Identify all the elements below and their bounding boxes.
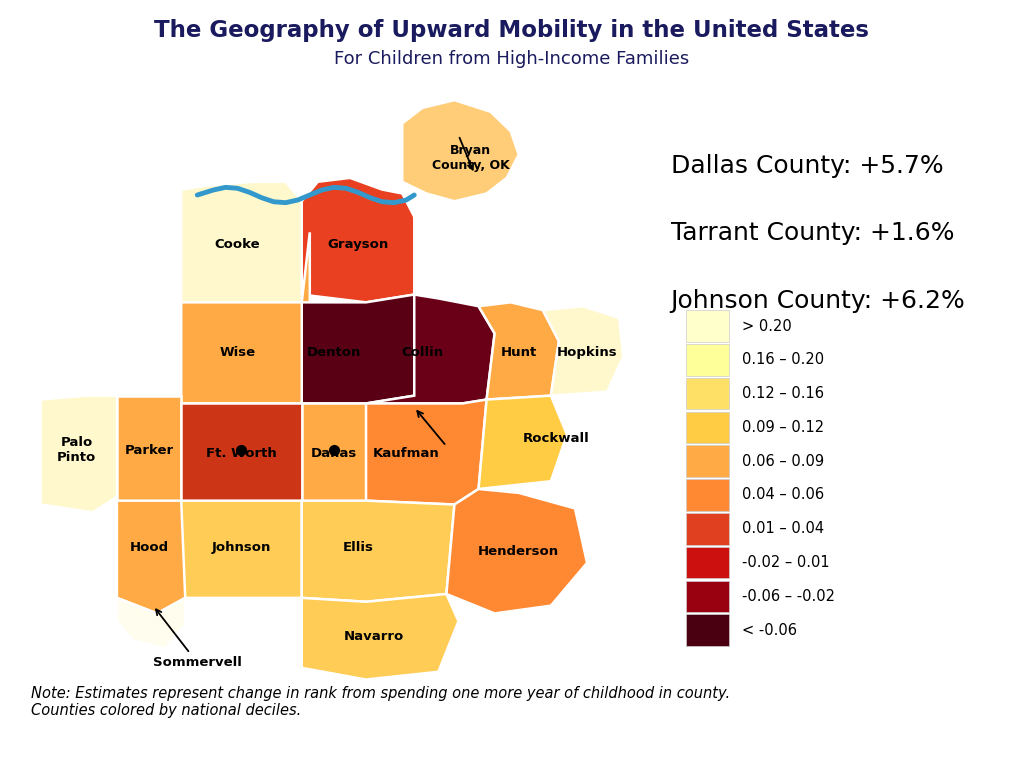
Text: Dallas County: +5.7%: Dallas County: +5.7%	[671, 154, 943, 177]
Polygon shape	[302, 403, 366, 501]
Polygon shape	[446, 489, 587, 614]
Polygon shape	[543, 306, 624, 396]
Text: 0.09 – 0.12: 0.09 – 0.12	[742, 420, 824, 435]
Text: -0.06 – -0.02: -0.06 – -0.02	[742, 589, 836, 604]
Polygon shape	[181, 182, 310, 303]
Text: Sommervell: Sommervell	[153, 610, 242, 669]
Text: Palo
Pinto: Palo Pinto	[57, 436, 96, 464]
Text: Parker: Parker	[125, 444, 174, 457]
Polygon shape	[181, 403, 302, 501]
Text: Kaufman: Kaufman	[373, 448, 439, 461]
Text: Ellis: Ellis	[343, 541, 374, 554]
Text: Grayson: Grayson	[328, 237, 389, 250]
Polygon shape	[402, 100, 519, 201]
Polygon shape	[117, 501, 198, 614]
Text: Johnson: Johnson	[212, 541, 271, 554]
Text: Denton: Denton	[307, 346, 361, 359]
Polygon shape	[302, 501, 455, 602]
Text: For Children from High-Income Families: For Children from High-Income Families	[335, 50, 689, 68]
Text: 0.01 – 0.04: 0.01 – 0.04	[742, 521, 824, 536]
Text: Hood: Hood	[129, 541, 169, 554]
Text: Tarrant County: +1.6%: Tarrant County: +1.6%	[671, 221, 954, 245]
Text: The Geography of Upward Mobility in the United States: The Geography of Upward Mobility in the …	[155, 19, 869, 42]
Text: 0.04 – 0.06: 0.04 – 0.06	[742, 488, 824, 502]
Text: 0.12 – 0.16: 0.12 – 0.16	[742, 386, 824, 401]
Polygon shape	[302, 594, 459, 680]
Polygon shape	[117, 396, 181, 501]
Text: Dallas: Dallas	[310, 448, 357, 461]
Text: Henderson: Henderson	[478, 545, 559, 558]
Text: Hunt: Hunt	[501, 346, 537, 359]
Text: < -0.06: < -0.06	[742, 623, 798, 637]
Polygon shape	[302, 178, 415, 303]
Text: Rockwall: Rockwall	[523, 432, 590, 445]
Text: Navarro: Navarro	[344, 631, 404, 644]
Polygon shape	[366, 295, 495, 403]
Text: 0.16 – 0.20: 0.16 – 0.20	[742, 353, 824, 367]
Text: Wise: Wise	[219, 346, 256, 359]
Text: Johnson County: +6.2%: Johnson County: +6.2%	[671, 289, 966, 313]
Polygon shape	[117, 598, 185, 648]
Text: Ft. Worth: Ft. Worth	[206, 448, 276, 461]
Text: Bryan
County, OK: Bryan County, OK	[432, 144, 509, 173]
Text: -0.02 – 0.01: -0.02 – 0.01	[742, 555, 830, 570]
Polygon shape	[181, 233, 310, 403]
Polygon shape	[41, 396, 117, 512]
Text: Note: Estimates represent change in rank from spending one more year of childhoo: Note: Estimates represent change in rank…	[31, 686, 730, 718]
Polygon shape	[478, 303, 559, 399]
Text: Cooke: Cooke	[215, 237, 260, 250]
Text: Collin: Collin	[401, 346, 443, 359]
Polygon shape	[181, 501, 302, 598]
Text: > 0.20: > 0.20	[742, 319, 793, 333]
Polygon shape	[366, 399, 486, 505]
Text: 0.06 – 0.09: 0.06 – 0.09	[742, 454, 824, 468]
Polygon shape	[302, 295, 415, 403]
Text: Hopkins: Hopkins	[557, 346, 617, 359]
Polygon shape	[478, 396, 567, 489]
